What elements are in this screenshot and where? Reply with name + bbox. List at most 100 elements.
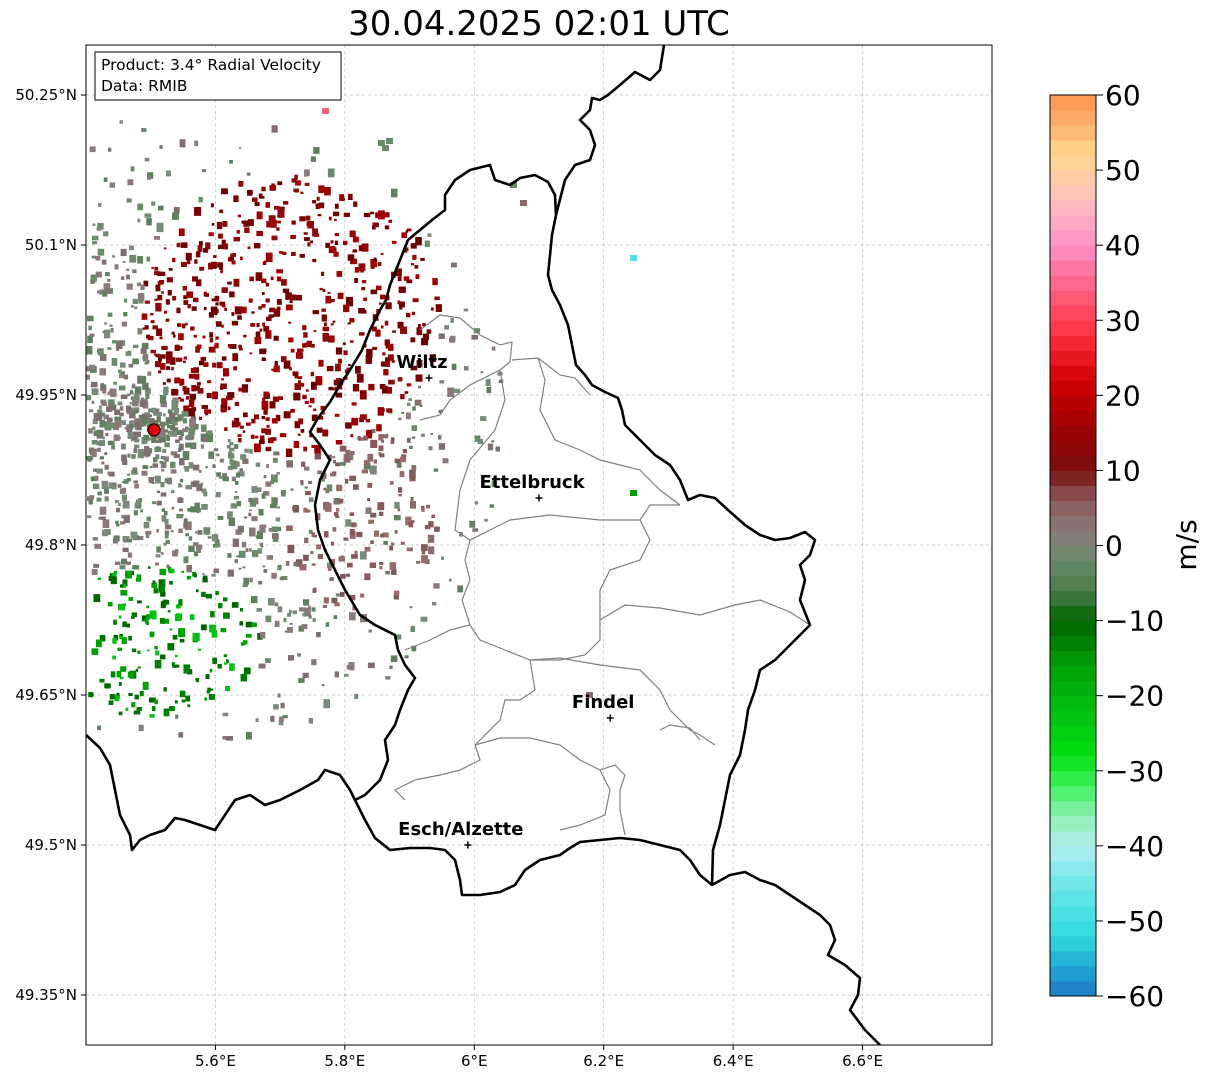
echo-cell (177, 323, 182, 327)
canton-border-line (529, 657, 716, 746)
echo-cell (119, 565, 126, 570)
colorbar-band (1050, 470, 1096, 486)
echo-cell (333, 511, 339, 517)
echo-cell (115, 340, 123, 349)
echo-cell (226, 511, 233, 519)
echo-cell (256, 323, 260, 328)
echo-cell (179, 139, 186, 148)
echo-cell (406, 437, 411, 443)
echo-cell (196, 483, 203, 492)
echo-cell (175, 664, 180, 668)
echo-cell (323, 699, 331, 709)
echo-cell (127, 473, 131, 476)
echo-cell (167, 477, 173, 485)
echo-cell (108, 147, 112, 152)
echo-cell (274, 620, 280, 628)
echo-cell (97, 409, 103, 414)
echo-cell (108, 700, 114, 705)
echo-cell (86, 395, 92, 401)
echo-cell (121, 481, 125, 484)
echo-cell (174, 654, 178, 658)
echo-cell (415, 274, 420, 279)
echo-cell (262, 397, 266, 402)
echo-cell (294, 421, 301, 429)
echo-cell (365, 355, 372, 364)
echo-cell (259, 328, 263, 332)
canton-border-line (393, 624, 536, 801)
echo-cell (97, 577, 102, 581)
echo-cell (406, 279, 413, 284)
x-tick-label: 5.8°E (324, 1052, 365, 1070)
echo-cell (277, 606, 283, 613)
echo-cell (151, 582, 157, 588)
echo-cell (233, 495, 240, 500)
echo-cell (250, 434, 255, 439)
echo-cell (166, 357, 172, 364)
echo-cell (317, 213, 322, 217)
echo-cell (239, 468, 244, 473)
echo-cell (143, 522, 150, 529)
echo-cell (265, 428, 271, 435)
echo-cell (309, 397, 315, 404)
echo-cell (195, 678, 200, 681)
echo-cell (226, 331, 230, 335)
echo-cell (326, 484, 333, 492)
echo-cell (195, 531, 198, 534)
echo-cell (305, 389, 309, 392)
echo-cell (101, 529, 109, 537)
echo-cell (378, 140, 385, 146)
echo-cell (93, 594, 101, 603)
echo-cell (207, 380, 212, 384)
echo-cell (323, 487, 327, 491)
border-belgium-france (86, 734, 357, 852)
echo-cell (281, 576, 288, 580)
echo-cell (149, 631, 155, 638)
echo-cell (354, 550, 358, 554)
echo-cell (202, 335, 206, 339)
echo-cell (129, 670, 137, 679)
echo-cell (136, 600, 142, 604)
echo-cell (116, 692, 120, 696)
echo-cell (147, 335, 154, 341)
echo-cell (169, 357, 176, 365)
echo-cell (318, 185, 325, 194)
colorbar-band (1050, 755, 1096, 772)
echo-cell (310, 551, 314, 555)
echo-cell (181, 261, 187, 268)
echo-cell (312, 310, 319, 315)
echo-cell (409, 474, 416, 482)
echo-cell (380, 252, 384, 256)
colorbar-band (1050, 440, 1096, 456)
echo-cell (360, 269, 364, 273)
echo-cell (251, 197, 258, 202)
echo-cell (209, 337, 214, 343)
echo-cell (122, 459, 128, 466)
echo-cell (208, 262, 213, 270)
y-tick-label: 50.25°N (15, 86, 77, 104)
echo-cell (290, 234, 296, 240)
echo-cell (214, 345, 219, 349)
echo-cell (384, 225, 390, 230)
echo-cell (238, 180, 244, 187)
echo-cell (154, 660, 162, 669)
echo-cell (324, 322, 327, 327)
echo-cell (110, 388, 117, 397)
echo-cell (128, 597, 134, 601)
echo-cell (172, 296, 177, 301)
echo-cell (103, 177, 108, 182)
echo-cell (343, 454, 351, 463)
colorbar-band (1050, 185, 1096, 201)
echo-cell (162, 448, 167, 454)
echo-cell (299, 253, 305, 258)
echo-cell (191, 306, 197, 311)
echo-cell (245, 548, 249, 552)
echo-cell (139, 423, 144, 427)
echo-cell (342, 342, 346, 346)
echo-cell (200, 356, 206, 361)
echo-cell (427, 233, 432, 237)
echo-cell (117, 484, 122, 488)
echo-cell (156, 490, 160, 493)
echo-cell (382, 352, 386, 356)
echo-cell (122, 535, 130, 543)
echo-cell (424, 240, 430, 247)
